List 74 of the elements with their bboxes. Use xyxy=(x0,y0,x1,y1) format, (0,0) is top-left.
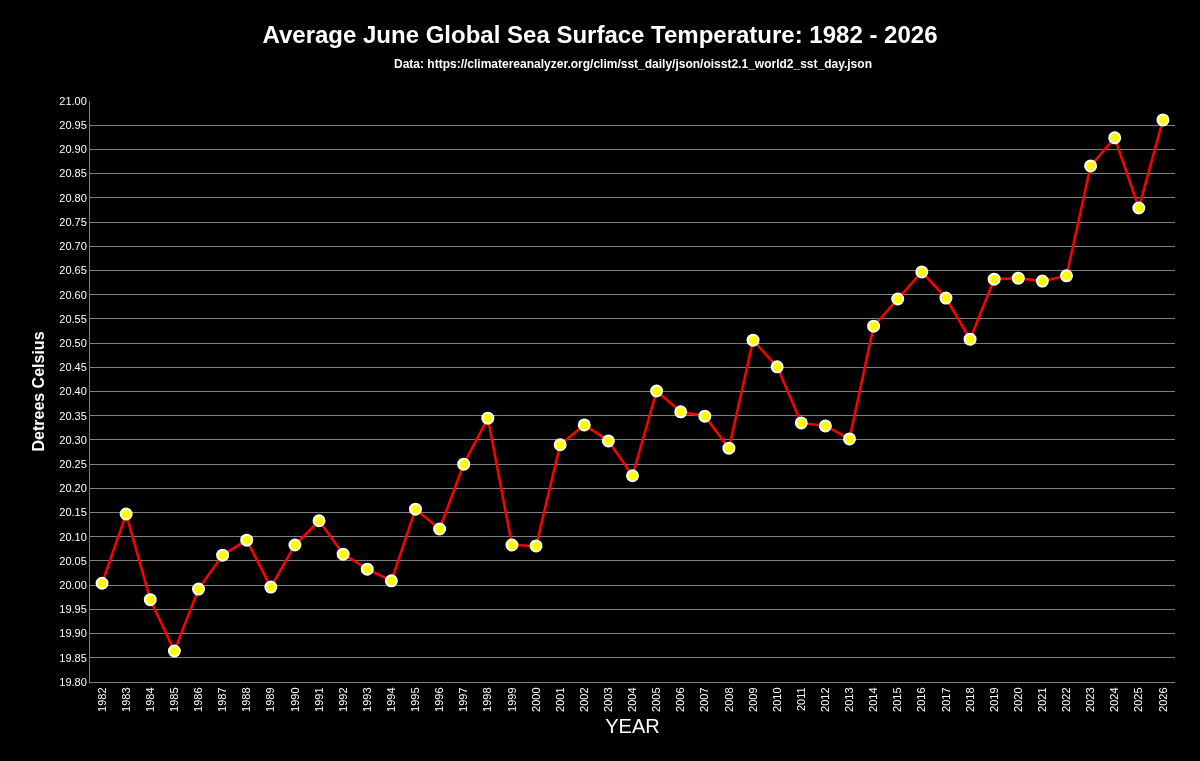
y-tick-label: 20.65 xyxy=(59,264,87,277)
x-tick-label: 1988 xyxy=(240,687,253,712)
y-tick-label: 20.05 xyxy=(59,554,87,567)
x-tick-label: 2010 xyxy=(770,687,783,712)
x-tick-label: 2011 xyxy=(794,687,807,712)
y-tick-label: 19.85 xyxy=(59,651,87,664)
x-tick-label: 2021 xyxy=(1035,687,1048,712)
x-tick-label: 1987 xyxy=(216,687,229,712)
x-tick-label: 2004 xyxy=(626,687,639,712)
y-tick-label: 20.50 xyxy=(59,336,87,349)
x-axis-title: YEAR xyxy=(605,715,660,738)
y-tick-label: 20.00 xyxy=(59,579,87,592)
y-tick-label: 20.30 xyxy=(59,433,87,446)
x-tick-label: 2024 xyxy=(1108,687,1121,712)
y-tick-label: 20.25 xyxy=(59,457,87,470)
y-tick-label: 20.55 xyxy=(59,312,87,325)
x-tick-label: 2005 xyxy=(650,687,663,712)
x-tick-label: 2012 xyxy=(818,687,831,712)
y-tick-label: 20.80 xyxy=(59,191,87,204)
x-tick-label: 1982 xyxy=(95,687,108,712)
x-tick-label: 1999 xyxy=(505,687,518,712)
x-tick-label: 2001 xyxy=(553,687,566,712)
x-tick-label: 1984 xyxy=(143,687,156,712)
x-tick-label: 1996 xyxy=(433,687,446,712)
x-tick-label: 1994 xyxy=(384,687,397,712)
x-tick-label: 2022 xyxy=(1060,687,1073,712)
x-tick-label: 2025 xyxy=(1132,687,1145,712)
x-tick-label: 1990 xyxy=(288,687,301,712)
x-tick-label: 1985 xyxy=(167,687,180,712)
x-tick-label: 2020 xyxy=(1011,687,1024,712)
x-tick-label: 2015 xyxy=(891,687,904,712)
x-tick-label: 1983 xyxy=(119,687,132,712)
x-tick-label: 2023 xyxy=(1084,687,1097,712)
y-tick-label: 20.70 xyxy=(59,240,87,253)
x-tick-label: 1992 xyxy=(336,687,349,712)
y-tick-label: 20.35 xyxy=(59,409,87,422)
y-tick-label: 20.20 xyxy=(59,482,87,495)
y-axis-title: Detrees Celsius xyxy=(30,331,48,452)
x-tick-label: 2026 xyxy=(1156,687,1169,712)
y-tick-label: 19.80 xyxy=(59,675,87,688)
x-tick-label: 1993 xyxy=(360,687,373,712)
y-tick-label: 19.90 xyxy=(59,627,87,640)
x-tick-label: 2007 xyxy=(698,687,711,712)
y-tick-label: 20.40 xyxy=(59,385,87,398)
y-tick-label: 20.75 xyxy=(59,215,87,228)
x-tick-label: 2018 xyxy=(963,687,976,712)
chart-subtitle: Data: https://climatereanalyzer.org/clim/sst_daily/json/oisst2.1_world2_sst_day.json xyxy=(394,57,872,71)
x-tick-label: 1995 xyxy=(409,687,422,712)
x-tick-label: 1998 xyxy=(481,687,494,712)
y-tick-label: 19.95 xyxy=(59,603,87,616)
x-tick-label: 2008 xyxy=(722,687,735,712)
x-tick-label: 2009 xyxy=(746,687,759,712)
x-tick-label: 1986 xyxy=(192,687,205,712)
x-tick-label: 1997 xyxy=(457,687,470,712)
x-tick-label: 2014 xyxy=(867,687,880,712)
y-tick-label: 20.95 xyxy=(59,119,87,132)
x-tick-label: 2003 xyxy=(601,687,614,712)
y-tick-label: 20.85 xyxy=(59,167,87,180)
chart-title: Average June Global Sea Surface Temperature: 1982 - 2026 xyxy=(262,21,938,49)
x-tick-label: 1991 xyxy=(312,687,325,712)
y-tick-label: 21.00 xyxy=(59,94,87,107)
x-tick-label: 2013 xyxy=(843,687,856,712)
y-tick-label: 20.90 xyxy=(59,143,87,156)
x-tick-label: 1989 xyxy=(264,687,277,712)
x-tick-label: 2016 xyxy=(915,687,928,712)
y-tick-label: 20.60 xyxy=(59,288,87,301)
y-tick-label: 20.10 xyxy=(59,530,87,543)
x-tick-label: 2006 xyxy=(674,687,687,712)
x-tick-label: 2002 xyxy=(577,687,590,712)
x-tick-label: 2000 xyxy=(529,687,542,712)
y-tick-label: 20.15 xyxy=(59,506,87,519)
x-tick-label: 2019 xyxy=(987,687,1000,712)
y-tick-label: 20.45 xyxy=(59,361,87,374)
x-tick-label: 2017 xyxy=(939,687,952,712)
